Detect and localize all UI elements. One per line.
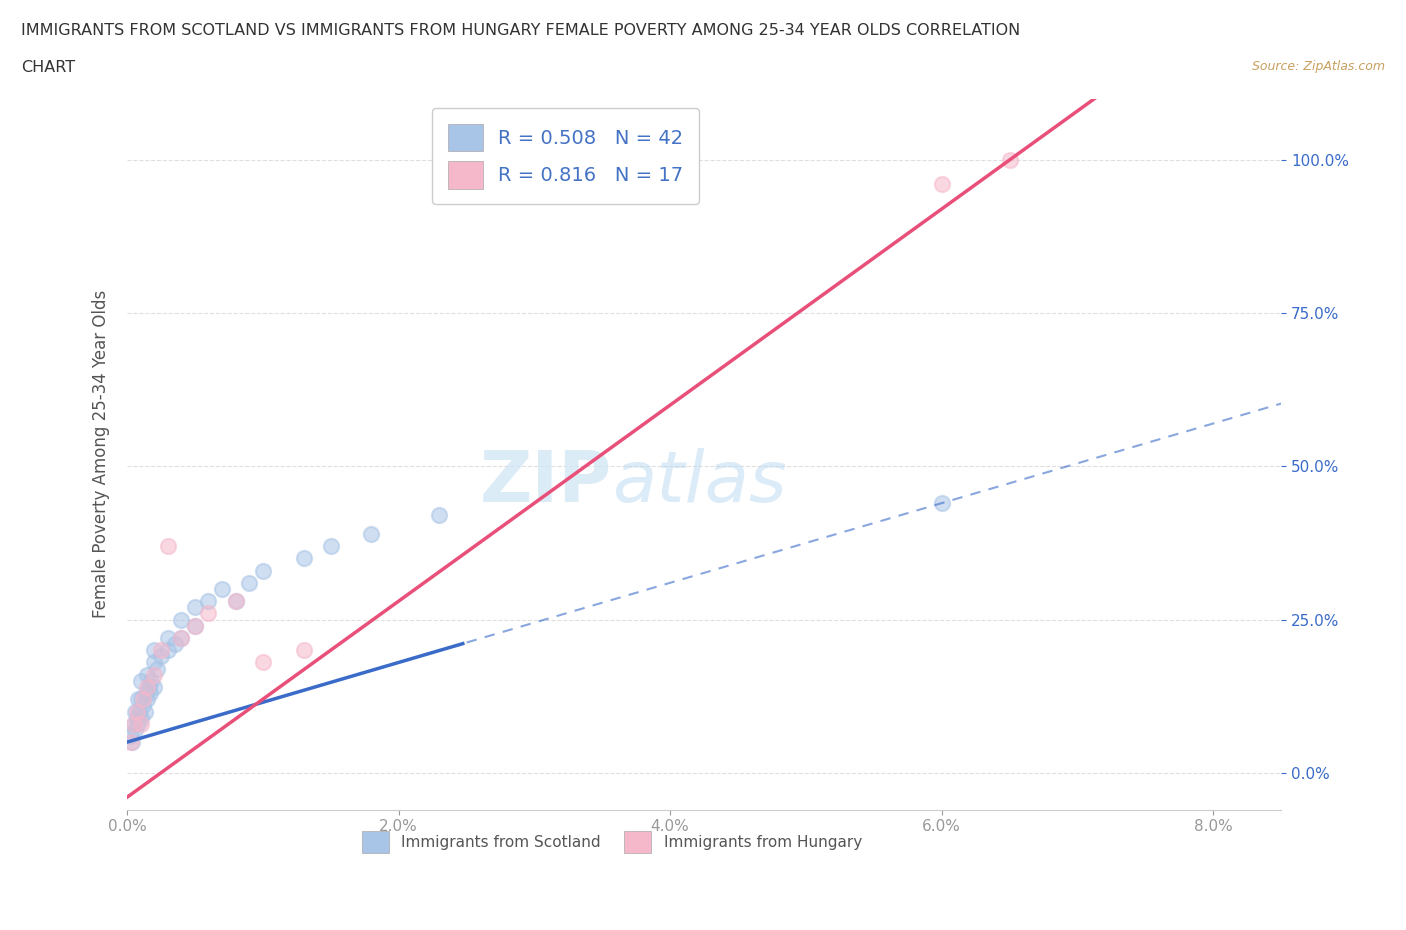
Point bbox=[134, 704, 156, 719]
Point bbox=[931, 496, 953, 511]
Point bbox=[143, 643, 166, 658]
Point bbox=[292, 551, 315, 565]
Point bbox=[136, 668, 159, 683]
Point bbox=[427, 508, 450, 523]
Point bbox=[197, 606, 219, 621]
Point bbox=[128, 704, 150, 719]
Point bbox=[143, 655, 166, 670]
Point bbox=[184, 618, 207, 633]
Point bbox=[127, 692, 149, 707]
Text: atlas: atlas bbox=[612, 448, 786, 517]
Point bbox=[163, 637, 186, 652]
Point bbox=[238, 576, 260, 591]
Point bbox=[143, 680, 166, 695]
Point bbox=[139, 685, 162, 700]
Point bbox=[197, 593, 219, 608]
Point bbox=[124, 704, 146, 719]
Point bbox=[931, 177, 953, 192]
Point bbox=[184, 618, 207, 633]
Point bbox=[156, 643, 179, 658]
Point bbox=[156, 631, 179, 645]
Point bbox=[170, 631, 193, 645]
Point bbox=[319, 538, 342, 553]
Point bbox=[225, 593, 247, 608]
Point bbox=[136, 692, 159, 707]
Point bbox=[120, 735, 142, 750]
Point bbox=[998, 153, 1021, 167]
Point bbox=[125, 711, 148, 725]
Point bbox=[135, 685, 157, 700]
Point bbox=[124, 723, 146, 737]
Point bbox=[129, 692, 152, 707]
Point bbox=[252, 564, 274, 578]
Point bbox=[136, 680, 159, 695]
Point bbox=[127, 716, 149, 731]
Text: CHART: CHART bbox=[21, 60, 75, 75]
Point bbox=[121, 735, 143, 750]
Point bbox=[170, 612, 193, 627]
Point bbox=[132, 698, 155, 712]
Point bbox=[129, 673, 152, 688]
Point bbox=[360, 526, 382, 541]
Point bbox=[132, 692, 155, 707]
Point bbox=[211, 581, 233, 596]
Point bbox=[149, 643, 172, 658]
Point bbox=[156, 538, 179, 553]
Point bbox=[129, 716, 152, 731]
Point bbox=[225, 593, 247, 608]
Text: Source: ZipAtlas.com: Source: ZipAtlas.com bbox=[1251, 60, 1385, 73]
Text: ZIP: ZIP bbox=[479, 448, 612, 517]
Point bbox=[120, 728, 142, 743]
Point bbox=[122, 716, 145, 731]
Point bbox=[252, 655, 274, 670]
Point bbox=[122, 716, 145, 731]
Y-axis label: Female Poverty Among 25-34 Year Olds: Female Poverty Among 25-34 Year Olds bbox=[93, 290, 110, 618]
Point bbox=[146, 661, 169, 676]
Legend: Immigrants from Scotland, Immigrants from Hungary: Immigrants from Scotland, Immigrants fro… bbox=[356, 825, 868, 858]
Point bbox=[141, 673, 163, 688]
Text: IMMIGRANTS FROM SCOTLAND VS IMMIGRANTS FROM HUNGARY FEMALE POVERTY AMONG 25-34 Y: IMMIGRANTS FROM SCOTLAND VS IMMIGRANTS F… bbox=[21, 23, 1021, 38]
Point bbox=[292, 643, 315, 658]
Point bbox=[184, 600, 207, 615]
Point bbox=[143, 668, 166, 683]
Point bbox=[125, 704, 148, 719]
Point bbox=[170, 631, 193, 645]
Point bbox=[138, 680, 160, 695]
Point bbox=[129, 711, 152, 725]
Point bbox=[149, 649, 172, 664]
